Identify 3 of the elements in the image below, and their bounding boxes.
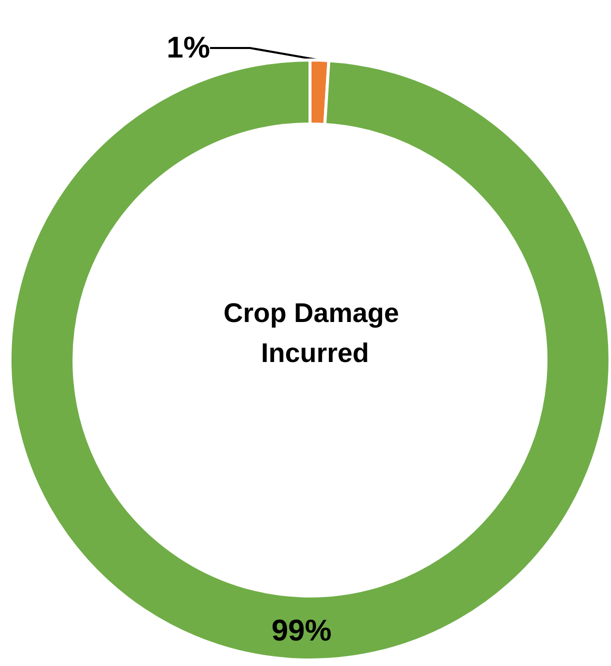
text: Crop Damage Incurred [223,298,407,368]
data-label: 99% [271,614,332,648]
data-label: 1% [166,32,210,64]
